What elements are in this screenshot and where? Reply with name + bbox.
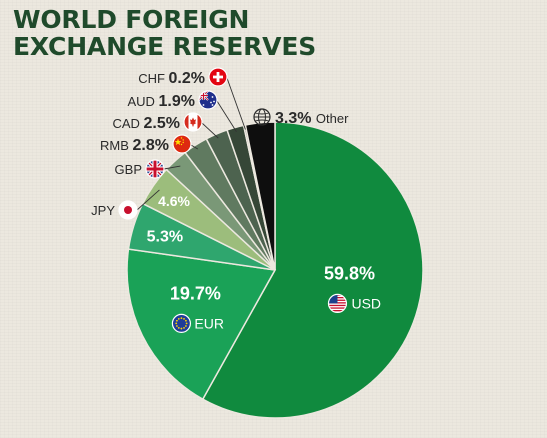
slice-label-chf: CHF 0.2%: [138, 70, 205, 87]
slice-label-cad: CAD 2.5%: [112, 115, 180, 132]
slice-label-gbp: GBP: [115, 162, 142, 177]
swiss-flag-icon: [208, 67, 228, 87]
pie-slice-usd: [201, 121, 424, 419]
leader-line-cad: [201, 122, 219, 139]
slice-label-jpy: JPY: [91, 203, 115, 218]
slice-value-segment: 5.3%: [147, 228, 183, 245]
pie-labels: 59.8% USD 19.7% EUR 5.3% 4.6% JPY GBP RMB 2.8% CA…: [91, 67, 381, 333]
eu-flag-icon: [171, 313, 192, 333]
slice-label-aud: AUD 1.9%: [127, 93, 195, 110]
australia-flag-icon: [198, 90, 218, 110]
uk-flag-icon: [145, 159, 165, 179]
slice-label-other: 3.3% Other: [275, 110, 349, 127]
canada-flag-icon: [183, 112, 203, 132]
chart-title: WORLD FOREIGN EXCHANGE RESERVES: [13, 6, 316, 60]
chart-title-line-2: EXCHANGE RESERVES: [13, 32, 316, 61]
leader-line-gbp: [163, 165, 181, 170]
japan-flag-icon: [118, 200, 138, 220]
leader-line-jpy: [136, 189, 160, 211]
slice-value-jpy: 4.6%: [158, 193, 190, 209]
slice-label-rmb: RMB 2.8%: [100, 137, 169, 154]
leader-line-rmb: [190, 144, 199, 150]
us-flag-icon: [327, 293, 348, 314]
pie-slice-eur: [126, 248, 277, 401]
chart-title-line-1: WORLD FOREIGN: [13, 5, 250, 34]
globe-icon: [253, 108, 271, 126]
slice-value-eur: 19.7%: [170, 283, 221, 303]
leader-lines: [136, 77, 246, 211]
china-flag-icon: [172, 134, 192, 154]
leader-line-chf: [226, 77, 246, 130]
leader-line-aud: [216, 100, 237, 132]
slice-value-usd: 59.8%: [324, 263, 375, 283]
pie-slices: [126, 121, 424, 419]
slice-label-eur: EUR: [194, 315, 224, 331]
slice-label-usd: USD: [351, 295, 381, 311]
